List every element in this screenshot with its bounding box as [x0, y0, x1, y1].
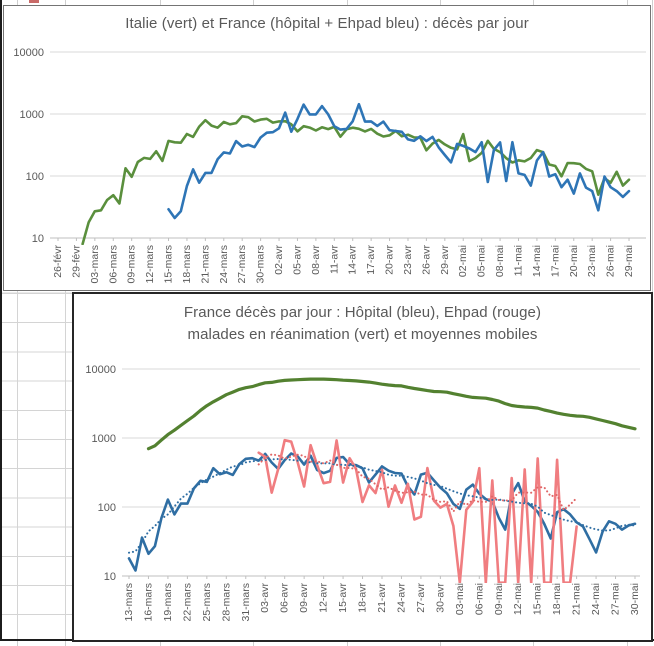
series-ehpad	[257, 438, 578, 583]
chart-italy-france-deaths[interactable]: 10 100 1000 10000 26-févr 29-févr 03-mars 06-ma…	[3, 5, 651, 291]
y-tick-label: 100	[26, 171, 44, 183]
y-tick-label: 10	[104, 571, 116, 583]
y-tick-label: 100	[98, 502, 116, 514]
x-tick-label: 08-mai	[494, 245, 506, 277]
x-tick-label: 18-mars	[181, 245, 193, 284]
x-tick-label: 27-avr	[415, 583, 427, 613]
series-hopital	[127, 452, 637, 572]
series-moyenne-mobile-hopital	[128, 458, 636, 554]
chart-france-detail-canvas: 10 100 1000 10000 13-mars 16-mars 19-mars 22-ma…	[85, 364, 641, 622]
y-tick-label: 1000	[92, 433, 116, 445]
y-tick-label: 10	[32, 233, 44, 245]
x-tick-label: 09-mars	[126, 245, 138, 284]
x-tick-label: 11-mai	[513, 245, 525, 276]
x-tick-label: 24-mars	[218, 245, 230, 284]
series-france-hopital-ehpad	[167, 102, 631, 220]
clipped-cell-text	[29, 0, 39, 3]
x-tick-label: 25-mars	[201, 583, 213, 622]
x-tick-label: 24-avr	[395, 583, 407, 613]
x-tick-label: 06-avr	[279, 583, 291, 613]
x-tick-label: 14-mai	[531, 245, 543, 277]
x-tick-label: 06-mars	[107, 245, 119, 284]
x-tick-label: 29-févr	[70, 245, 82, 278]
x-tick-label: 03-mai	[454, 583, 466, 615]
x-tick-label: 27-mars	[236, 245, 248, 284]
x-tick-label: 23-mai	[586, 245, 598, 277]
spreadsheet-bottom-row	[0, 641, 654, 646]
x-tick-label: 08-avr	[310, 245, 322, 275]
x-tick-label: 22-mars	[181, 583, 193, 622]
x-tick-label: 21-avr	[376, 583, 388, 613]
x-tick-label: 26-mai	[605, 245, 617, 277]
sheet-border-left	[0, 0, 2, 641]
x-tick-label: 28-mars	[220, 583, 232, 622]
x-tick-label: 05-mai	[476, 245, 488, 277]
x-tick-label: 29-mai	[623, 245, 635, 277]
x-tick-label: 23-avr	[402, 245, 414, 275]
x-tick-label: 26-févr	[52, 245, 64, 278]
x-tick-label: 17-avr	[365, 245, 377, 275]
x-tick-label: 18-avr	[357, 583, 369, 613]
chart-italy-france-canvas: 10 100 1000 10000 26-févr 29-févr 03-mars 06-ma…	[13, 47, 646, 284]
x-tick-label: 14-avr	[347, 245, 359, 275]
x-tick-label: 27-mai	[610, 583, 622, 615]
chart-france-detail-deaths[interactable]: 10 100 1000 10000 13-mars 16-mars 19-mars 22-ma…	[72, 292, 653, 642]
x-tick-label: 12-mars	[144, 245, 156, 284]
x-tick-label: 15-avr	[337, 583, 349, 613]
x-tick-label: 12-mai	[512, 583, 524, 615]
x-tick-label: 29-avr	[439, 245, 451, 275]
x-tick-label: 17-mai	[549, 245, 561, 277]
x-tick-label: 16-mars	[142, 583, 154, 622]
x-tick-label: 15-mai	[532, 583, 544, 615]
y-tick-label: 10000	[13, 47, 44, 59]
x-tick-label: 19-mars	[162, 583, 174, 622]
x-tick-label: 20-avr	[384, 245, 396, 275]
x-tick-label: 05-avr	[291, 245, 303, 275]
y-tick-label: 1000	[20, 109, 44, 121]
series-moyenne-mobile-ehpad	[257, 453, 578, 513]
x-tick-label: 02-avr	[273, 245, 285, 275]
x-tick-label: 24-mai	[590, 583, 602, 615]
series-italie	[81, 115, 631, 245]
x-tick-label: 31-mars	[240, 583, 252, 622]
x-tick-label: 30-mars	[255, 245, 267, 284]
x-tick-label: 03-avr	[259, 583, 271, 613]
x-tick-label: 30-mai	[629, 583, 641, 615]
y-tick-label: 10000	[85, 364, 116, 376]
x-tick-label: 09-avr	[298, 583, 310, 613]
x-tick-label: 03-mars	[89, 245, 101, 284]
x-tick-label: 09-mai	[493, 583, 505, 615]
x-tick-label: 06-mai	[473, 583, 485, 615]
x-tick-label: 15-mars	[163, 245, 175, 284]
x-tick-label: 12-avr	[318, 583, 330, 613]
x-tick-label: 21-mai	[571, 583, 583, 615]
x-tick-label: 30-avr	[434, 583, 446, 613]
x-tick-label: 21-mars	[199, 245, 211, 284]
spreadsheet-left-columns	[0, 290, 72, 641]
x-tick-label: 02-mai	[457, 245, 469, 277]
x-tick-label: 13-mars	[123, 583, 135, 622]
series-malades-en-reanimation	[146, 377, 637, 451]
x-tick-label: 18-mai	[551, 583, 563, 615]
x-tick-label: 11-avr	[328, 244, 340, 273]
x-tick-label: 20-mai	[568, 245, 580, 277]
x-tick-label: 26-avr	[420, 245, 432, 275]
spreadsheet-top-row	[0, 0, 654, 5]
